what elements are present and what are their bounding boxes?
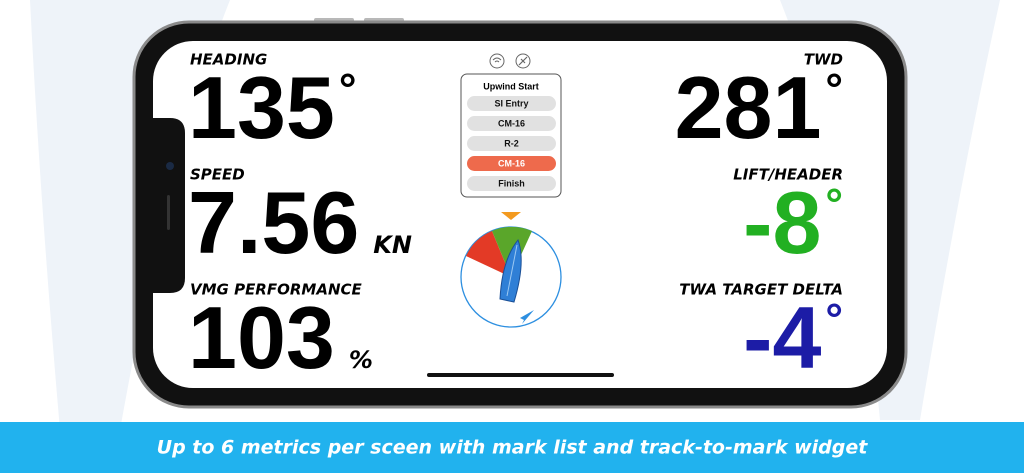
mark-item: Finish <box>498 178 525 188</box>
metric-number: 7.56 <box>188 173 359 272</box>
metric-unit: ° <box>825 180 843 229</box>
mark-item: R-2 <box>504 138 519 148</box>
mark-pill <box>467 176 556 191</box>
metric-value: 7.56 KN <box>188 173 412 272</box>
mark-pill <box>467 156 556 171</box>
metric-label: HEADING <box>190 51 267 69</box>
metric-label: LIFT/HEADER <box>733 166 843 184</box>
header-wedge <box>466 231 511 277</box>
metric-number: -8 <box>743 173 821 272</box>
metric-unit: % <box>349 346 373 374</box>
metric-value: 135° <box>188 58 356 157</box>
gps-icon <box>515 53 531 69</box>
mark-pill <box>467 96 556 111</box>
caption-bar <box>0 422 1024 473</box>
metric-value: -8° <box>743 173 843 272</box>
mark-list-title: Upwind Start <box>483 81 539 91</box>
metric-value: -4° <box>743 288 843 387</box>
phone-screen <box>153 41 887 388</box>
metric-number: 135 <box>188 58 335 157</box>
camera <box>166 162 174 170</box>
metric-unit: ° <box>825 295 843 344</box>
metric-unit: ° <box>825 65 843 114</box>
speaker <box>167 195 170 230</box>
caption: Up to 6 metrics per sceen with mark list… <box>157 437 869 459</box>
mark-item: CM-16 <box>498 118 525 128</box>
gps-glyph <box>518 56 528 66</box>
metric-label: TWA TARGET DELTA <box>679 281 843 299</box>
metric-label: VMG PERFORMANCE <box>190 281 363 299</box>
boat <box>499 238 522 303</box>
mark-pill <box>467 116 556 131</box>
metric-value: 281° <box>675 58 843 157</box>
metric-label: TWD <box>804 51 843 69</box>
mark-pill <box>467 136 556 151</box>
metric-value: 103% <box>188 288 373 387</box>
mark-item: CM-16 <box>498 158 525 168</box>
metric-label: SPEED <box>190 166 245 184</box>
wind-marker <box>501 212 521 220</box>
mark-item: SI Entry <box>494 98 528 108</box>
boat-mast <box>506 244 518 297</box>
mark-arrow <box>520 310 534 324</box>
wifi-glyph <box>492 57 502 63</box>
metric-number: 103 <box>188 288 335 387</box>
metric-number: -4 <box>743 288 821 387</box>
metric-number: 281 <box>675 58 822 157</box>
metric-unit: ° <box>339 65 357 114</box>
metric-unit: KN <box>373 231 412 259</box>
home-indicator <box>427 373 614 377</box>
wifi-icon <box>489 53 505 69</box>
